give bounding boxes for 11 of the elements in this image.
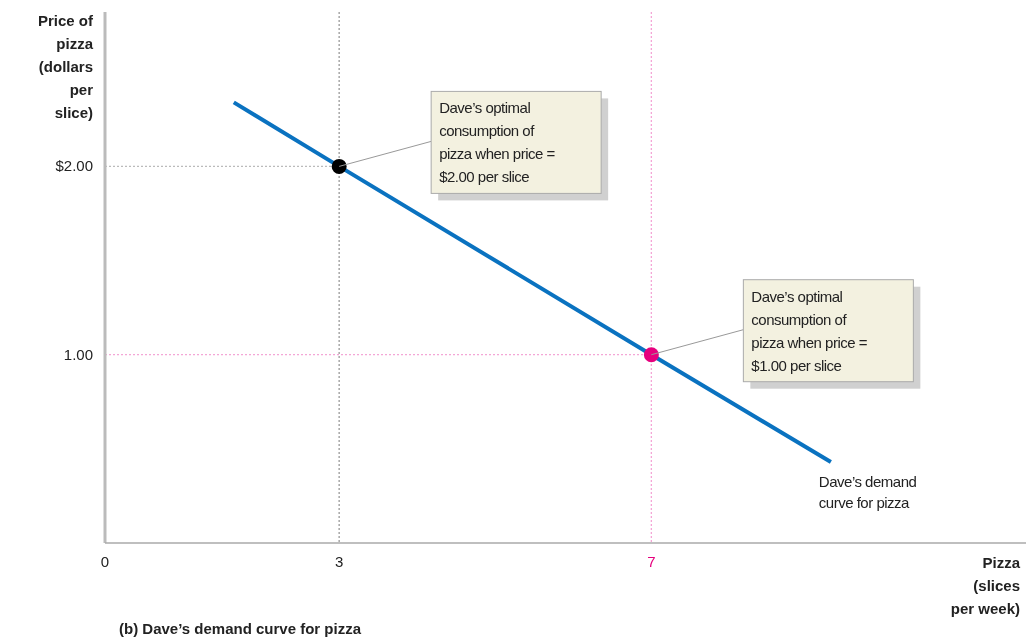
- y-tick-label: $2.00: [55, 157, 93, 175]
- y-tick-label: 1.00: [63, 345, 93, 363]
- x-tick-label: 3: [334, 553, 344, 570]
- annotation: Dave’s demand curve for pizza: [818, 473, 917, 512]
- y-axis-title: Price of pizza (dollars per slice): [37, 12, 94, 121]
- x-tick-label: 7: [647, 553, 656, 570]
- x-tick-label: 0: [100, 553, 110, 570]
- x-axis-title: Pizza (slices per week): [950, 554, 1021, 617]
- annotation: Dave’s optimal consumption of pizza when price = $1.00 per slice: [751, 287, 868, 374]
- annotation: Dave’s optimal consumption of pizza when price = $2.00 per slice: [439, 99, 556, 186]
- text: (b) Dave’s demand curve for pizza: [119, 620, 362, 637]
